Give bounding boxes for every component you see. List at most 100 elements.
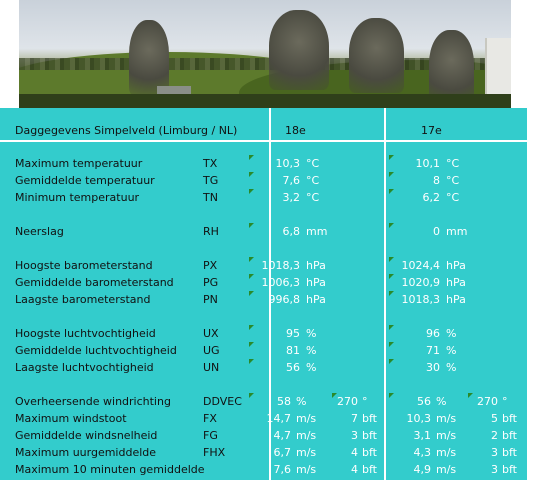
comment-marker [389, 257, 394, 262]
row-label: Hoogste barometerstand [15, 259, 153, 272]
extra-value-17e: 3 [491, 446, 498, 459]
row-label: Maximum windstoot [15, 412, 127, 425]
unit-18e: °C [306, 191, 320, 204]
unit-18e: m/s [296, 446, 317, 459]
extra-unit-17e: bft [502, 463, 517, 476]
comment-marker [389, 155, 394, 160]
value-18e: 7,6 [282, 174, 301, 187]
row-label: Minimum temperatuur [15, 191, 140, 204]
value-17e: 0 [433, 225, 440, 238]
value-17e: 71 [426, 344, 440, 357]
comment-marker [389, 325, 394, 330]
value-18e: 95 [286, 327, 300, 340]
value-18e: 4,7 [273, 429, 292, 442]
comment-marker [249, 257, 254, 262]
comment-marker [389, 223, 394, 228]
row-label: Gemiddelde luchtvochtigheid [15, 344, 177, 357]
comment-marker [249, 155, 254, 160]
row-code: UG [203, 344, 220, 357]
row-code: TG [203, 174, 219, 187]
unit-18e: m/s [296, 463, 317, 476]
unit-17e: m/s [436, 412, 457, 425]
value-18e: 14,7 [266, 412, 292, 425]
extra-unit-17e: ° [502, 395, 508, 408]
unit-18e: m/s [296, 412, 317, 425]
extra-value-18e: 4 [351, 446, 358, 459]
tree [129, 20, 169, 95]
unit-17e: hPa [446, 259, 466, 272]
comment-marker [249, 393, 254, 398]
value-18e: 10,3 [275, 157, 301, 170]
comment-marker [468, 393, 473, 398]
comment-marker [389, 291, 394, 296]
extra-value-18e: 270 [337, 395, 358, 408]
row-code: FX [203, 412, 217, 425]
extra-value-18e: 7 [351, 412, 358, 425]
extra-unit-17e: bft [502, 429, 517, 442]
unit-18e: hPa [306, 276, 326, 289]
tree [269, 10, 329, 90]
unit-17e: mm [446, 225, 468, 238]
value-17e: 10,3 [406, 412, 432, 425]
value-18e: 58 [277, 395, 291, 408]
extra-value-18e: 4 [351, 463, 358, 476]
unit-18e: °C [306, 174, 320, 187]
unit-17e: °C [446, 157, 460, 170]
unit-17e: hPa [446, 293, 466, 306]
unit-17e: % [446, 344, 457, 357]
row-label: Laagste luchtvochtigheid [15, 361, 154, 374]
value-17e: 8 [433, 174, 440, 187]
row-code: PG [203, 276, 219, 289]
unit-18e: mm [306, 225, 328, 238]
extra-value-17e: 3 [491, 463, 498, 476]
value-18e: 56 [286, 361, 300, 374]
row-label: Gemiddelde barometerstand [15, 276, 174, 289]
row-code: TX [203, 157, 218, 170]
landscape-photo [19, 0, 511, 108]
value-17e: 4,9 [413, 463, 432, 476]
unit-17e: hPa [446, 276, 466, 289]
row-code: FG [203, 429, 218, 442]
row-label: Overheersende windrichting [15, 395, 171, 408]
comment-marker [389, 342, 394, 347]
value-17e: 4,3 [413, 446, 432, 459]
row-code: DDVEC [203, 395, 242, 408]
comment-marker [249, 359, 254, 364]
unit-17e: m/s [436, 463, 457, 476]
extra-unit-17e: bft [502, 446, 517, 459]
tree [429, 30, 474, 105]
value-18e: 1006,3 [261, 276, 301, 289]
tree [349, 18, 404, 93]
column-header-18e: 18e [285, 124, 306, 137]
unit-18e: % [306, 344, 317, 357]
extra-unit-17e: bft [502, 412, 517, 425]
comment-marker [389, 189, 394, 194]
value-17e: 1024,4 [401, 259, 441, 272]
extra-unit-18e: bft [362, 446, 377, 459]
foreground [19, 94, 511, 108]
value-17e: 1020,9 [401, 276, 441, 289]
value-17e: 56 [417, 395, 431, 408]
extra-unit-18e: bft [362, 463, 377, 476]
table-title: Daggegevens Simpelveld (Limburg / NL) [15, 124, 238, 137]
extra-value-17e: 270 [477, 395, 498, 408]
row-label: Gemiddelde temperatuur [15, 174, 155, 187]
row-label: Maximum temperatuur [15, 157, 143, 170]
unit-18e: m/s [296, 429, 317, 442]
value-17e: 30 [426, 361, 440, 374]
unit-18e: % [296, 395, 307, 408]
value-18e: 1018,3 [261, 259, 301, 272]
extra-unit-18e: bft [362, 412, 377, 425]
comment-marker [249, 189, 254, 194]
comment-marker [249, 172, 254, 177]
comment-marker [389, 393, 394, 398]
comment-marker [249, 223, 254, 228]
row-code: PN [203, 293, 218, 306]
extra-unit-18e: bft [362, 429, 377, 442]
value-17e: 3,1 [413, 429, 432, 442]
unit-17e: m/s [436, 429, 457, 442]
row-code: TN [203, 191, 218, 204]
unit-17e: % [446, 361, 457, 374]
row-code: PX [203, 259, 218, 272]
comment-marker [389, 359, 394, 364]
